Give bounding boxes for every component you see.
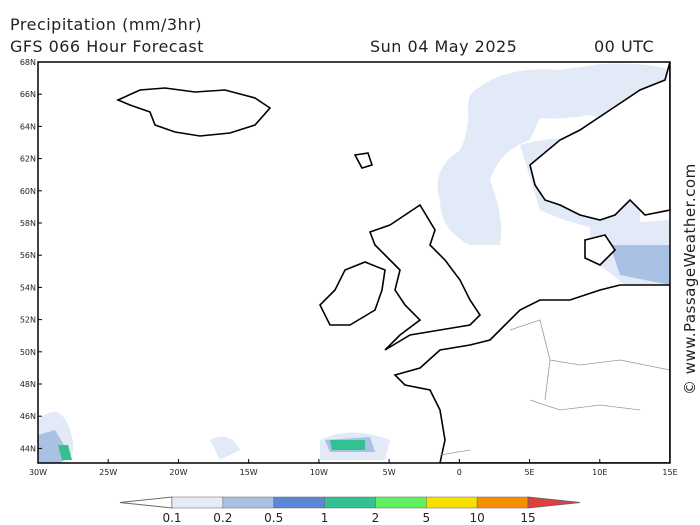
- colorbar-segment: [324, 496, 376, 509]
- time: 00 UTC: [594, 37, 654, 56]
- lon-label: 25W: [99, 468, 117, 477]
- lon-label: 15E: [662, 468, 677, 477]
- lon-label: 10E: [592, 468, 607, 477]
- colorbar-segment: [222, 496, 274, 509]
- precip-area: [610, 245, 670, 285]
- great-britain: [368, 203, 482, 351]
- lat-label: 58N: [20, 219, 36, 228]
- colorbar-segment: [426, 496, 478, 509]
- colorbar-label: 15: [520, 511, 535, 525]
- colorbar-segment: [375, 496, 427, 509]
- precip-area: [210, 436, 240, 460]
- colorbar-label: 0.1: [162, 511, 181, 525]
- lon-label: 10W: [310, 468, 328, 477]
- colorbar-label: 5: [422, 511, 430, 525]
- colorbar: 0.1 0.2 0.5 1 2 5 10 15: [119, 496, 581, 525]
- lat-label: 54N: [20, 283, 36, 292]
- colorbar-segment: [171, 496, 224, 509]
- credit: © www.PassageWeather.com: [681, 163, 699, 395]
- ireland: [319, 261, 386, 326]
- scandinavia: [529, 62, 670, 221]
- lon-label: 15W: [240, 468, 258, 477]
- precip-area: [330, 440, 365, 450]
- lat-label: 64N: [20, 122, 36, 131]
- colorbar-label: 10: [470, 511, 485, 525]
- title: Precipitation (mm/3hr): [10, 15, 202, 34]
- subtitle: GFS 066 Hour Forecast: [10, 37, 204, 56]
- colorbar-segment: [476, 496, 529, 509]
- borders: [439, 319, 670, 456]
- colorbar-label: 0.2: [213, 511, 232, 525]
- colorbar-segment: [273, 496, 325, 509]
- lat-label: 50N: [20, 348, 36, 357]
- colorbar-label: 1: [321, 511, 329, 525]
- faroe: [353, 152, 374, 169]
- lat-label: 68N: [20, 58, 36, 67]
- map: 68N66N64N62N60N58N56N54N52N50N48N46N44N …: [20, 58, 678, 477]
- lat-label: 46N: [20, 412, 36, 421]
- lat-labels: 68N 66N 64N 62N 60N 58N 56N 54N 52N 50N 48N 46N 44N: [20, 58, 42, 453]
- date: Sun 04 May 2025: [370, 37, 517, 56]
- lon-label: 0: [457, 468, 462, 477]
- colorbar-arrow: [527, 496, 581, 509]
- lat-label: 44N: [20, 444, 36, 453]
- lat-label: 62N: [20, 155, 36, 164]
- lat-label: 60N: [20, 187, 36, 196]
- lat-label: 48N: [20, 380, 36, 389]
- lat-label: 52N: [20, 316, 36, 325]
- colorbar-label: 0.5: [264, 511, 283, 525]
- colorbar-label: 2: [372, 511, 380, 525]
- colorbar-arrow: [119, 496, 173, 509]
- lon-label: 20W: [169, 468, 187, 477]
- lon-label: 30W: [29, 468, 47, 477]
- iceland: [115, 87, 272, 137]
- lat-label: 56N: [20, 251, 36, 260]
- lon-labels: 30W 25W 20W 15W 10W 5W 0 5E 10E 15E: [29, 459, 678, 477]
- denmark: [584, 234, 617, 266]
- precip-area: [58, 445, 72, 460]
- lon-label: 5E: [524, 468, 534, 477]
- lat-label: 66N: [20, 90, 36, 99]
- lon-label: 5W: [383, 468, 396, 477]
- map-frame: [37, 61, 671, 464]
- continent: [393, 284, 670, 463]
